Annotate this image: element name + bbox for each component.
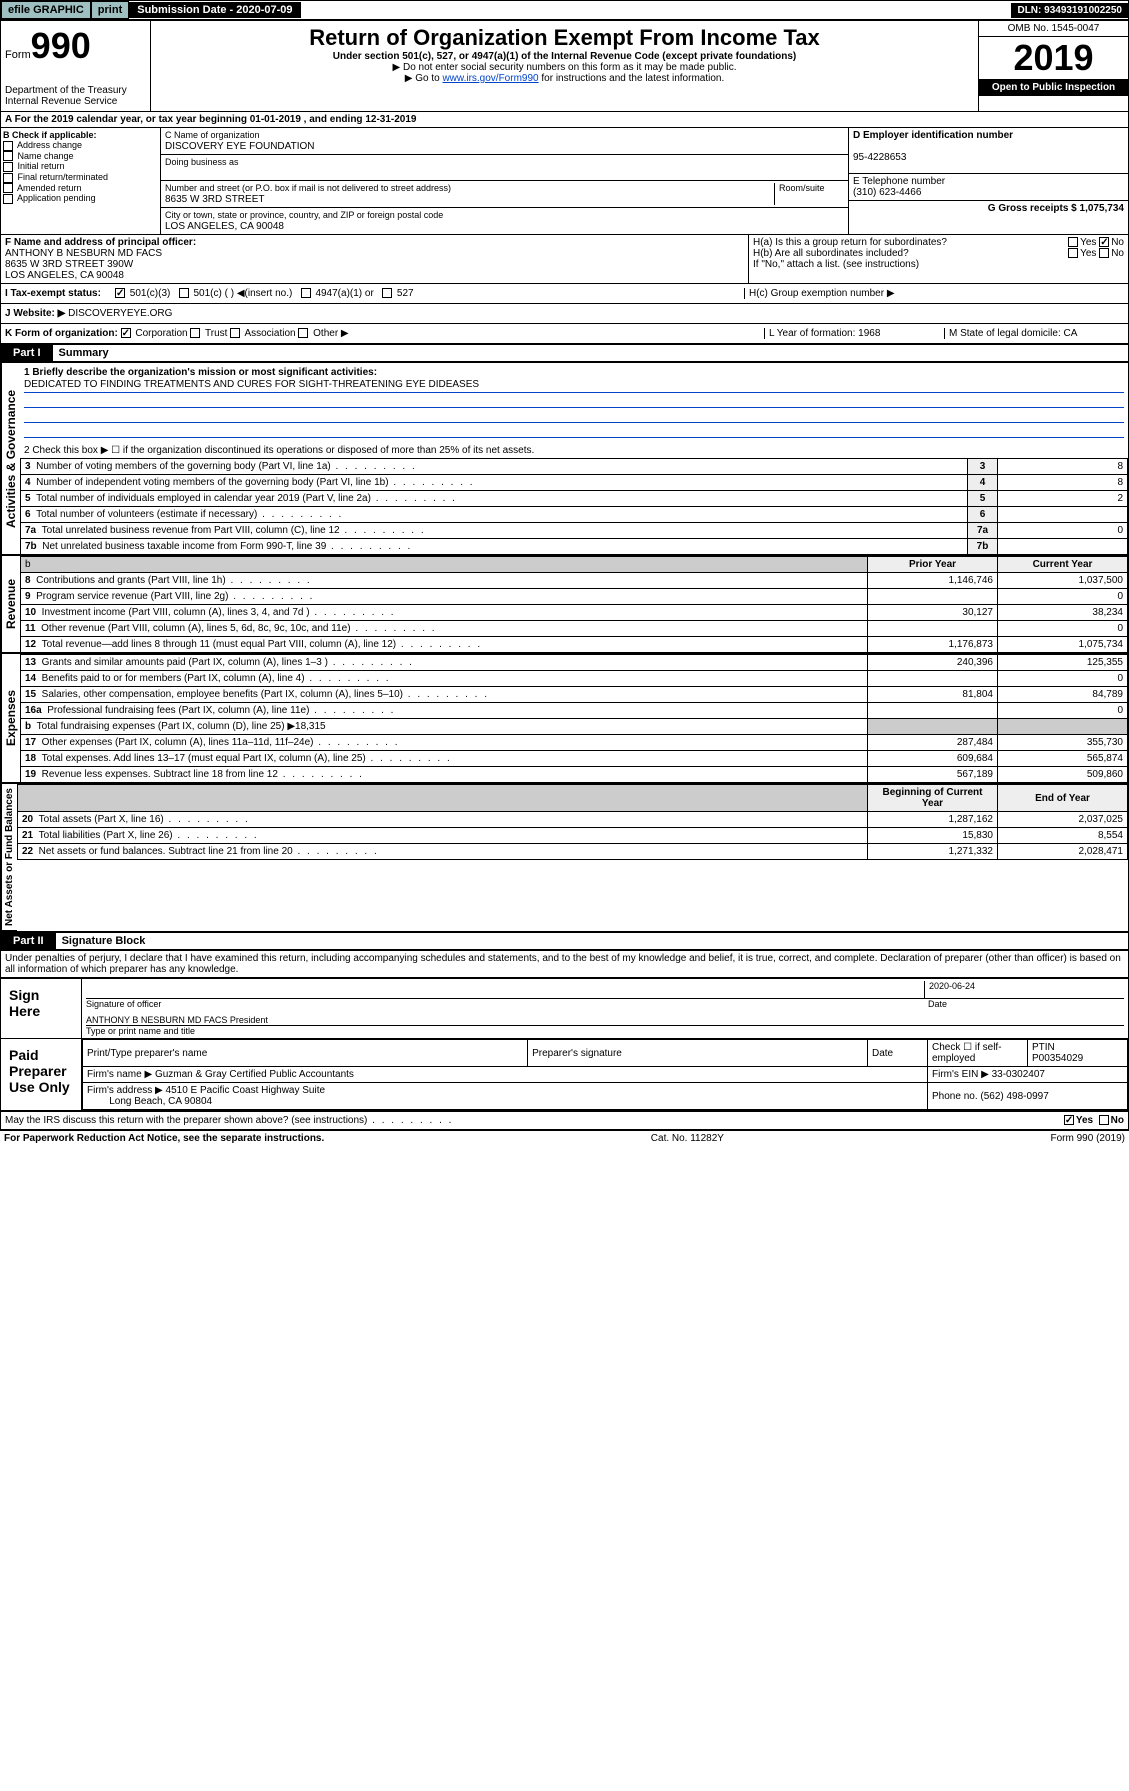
cb-501c[interactable] <box>179 288 189 298</box>
cb-corp[interactable] <box>121 328 131 338</box>
ha-yes[interactable] <box>1068 237 1078 247</box>
cb-initial-return[interactable] <box>3 162 13 172</box>
org-name: DISCOVERY EYE FOUNDATION <box>165 141 314 152</box>
doc-subtitle: Under section 501(c), 527, or 4947(a)(1)… <box>155 51 974 62</box>
gross-receipts: G Gross receipts $ 1,075,734 <box>988 203 1124 214</box>
governance-label: Activities & Governance <box>1 363 20 555</box>
website-value: DISCOVERYEYE.ORG <box>68 308 172 319</box>
discuss-yes[interactable] <box>1064 1115 1074 1125</box>
org-city: LOS ANGELES, CA 90048 <box>165 221 284 232</box>
cb-address-change[interactable] <box>3 141 13 151</box>
row-i: I Tax-exempt status: 501(c)(3) 501(c) ( … <box>0 284 1129 304</box>
cb-amended[interactable] <box>3 183 13 193</box>
b-header: B Check if applicable: <box>3 130 97 140</box>
dept-label: Department of the Treasury Internal Reve… <box>5 85 146 107</box>
hb-no[interactable] <box>1099 248 1109 258</box>
form-number: 990 <box>31 25 91 66</box>
form-label: Form <box>5 49 31 61</box>
submission-date-label: Submission Date - 2020-07-09 <box>129 2 300 18</box>
state-domicile: M State of legal domicile: CA <box>944 328 1124 339</box>
cb-assoc[interactable] <box>230 328 240 338</box>
discuss-no[interactable] <box>1099 1115 1109 1125</box>
discuss-text: May the IRS discuss this return with the… <box>5 1115 367 1126</box>
ptin-value: P00354029 <box>1032 1053 1083 1064</box>
irs-link[interactable]: www.irs.gov/Form990 <box>442 73 538 84</box>
row-fh: F Name and address of principal officer:… <box>0 235 1129 284</box>
officer-addr: 8635 W 3RD STREET 390W LOS ANGELES, CA 9… <box>5 259 133 281</box>
cb-app-pending[interactable] <box>3 194 13 204</box>
ein-value: 95-4228653 <box>853 152 906 163</box>
year-formation: L Year of formation: 1968 <box>764 328 944 339</box>
ha-no[interactable] <box>1099 237 1109 247</box>
omb-label: OMB No. 1545-0047 <box>979 21 1128 37</box>
line2-discontinued: 2 Check this box ▶ ☐ if the organization… <box>20 443 1128 458</box>
firm-ein: Firm's EIN ▶ 33-0302407 <box>928 1067 1128 1083</box>
cb-name-change[interactable] <box>3 151 13 161</box>
officer-name: ANTHONY B NESBURN MD FACS <box>5 248 162 259</box>
officer-signature: ANTHONY B NESBURN MD FACS President <box>86 1009 1124 1026</box>
firm-phone: Phone no. (562) 498-0997 <box>928 1083 1128 1110</box>
print-button[interactable]: print <box>91 1 129 19</box>
expenses-label: Expenses <box>1 654 20 783</box>
cb-other[interactable] <box>298 328 308 338</box>
perjury-text: Under penalties of perjury, I declare th… <box>0 950 1129 978</box>
efile-button[interactable]: efile GRAPHIC <box>1 1 91 19</box>
cb-527[interactable] <box>382 288 392 298</box>
hb-yes[interactable] <box>1068 248 1078 258</box>
cb-4947[interactable] <box>301 288 311 298</box>
part1-header: Part ISummary <box>0 344 1129 362</box>
phone-value: (310) 623-4466 <box>853 187 921 198</box>
tax-year: 2019 <box>979 37 1128 79</box>
dln-label: DLN: 93493191002250 <box>1011 3 1128 18</box>
boxes-bcde: B Check if applicable: Address change Na… <box>0 128 1129 235</box>
topbar: efile GRAPHIC print Submission Date - 20… <box>0 0 1129 20</box>
revenue-label: Revenue <box>1 556 20 653</box>
part2-header: Part IISignature Block <box>0 932 1129 950</box>
section-a: A For the 2019 calendar year, or tax yea… <box>0 112 1129 128</box>
sign-here-label: Sign Here <box>1 979 81 1038</box>
row-klm: K Form of organization: Corporation Trus… <box>0 324 1129 344</box>
row-j: J Website: ▶ DISCOVERYEYE.ORG <box>0 304 1129 324</box>
firm-name: Guzman & Gray Certified Public Accountan… <box>155 1069 354 1080</box>
org-address: 8635 W 3RD STREET <box>165 194 264 205</box>
doc-title: Return of Organization Exempt From Incom… <box>155 25 974 51</box>
open-public-label: Open to Public Inspection <box>979 79 1128 96</box>
hc-label: H(c) Group exemption number ▶ <box>744 288 1124 299</box>
cb-final-return[interactable] <box>3 173 13 183</box>
paid-preparer-label: Paid Preparer Use Only <box>1 1039 81 1110</box>
header: Form990 Department of the Treasury Inter… <box>0 20 1129 112</box>
cb-501c3[interactable] <box>115 288 125 298</box>
firm-address: 4510 E Pacific Coast Highway Suite <box>166 1085 326 1096</box>
mission-text: DEDICATED TO FINDING TREATMENTS AND CURE… <box>24 379 1124 393</box>
netassets-label: Net Assets or Fund Balances <box>1 784 17 931</box>
doc-note2: ▶ Go to www.irs.gov/Form990 for instruct… <box>155 73 974 84</box>
doc-note1: ▶ Do not enter social security numbers o… <box>155 62 974 73</box>
footer: For Paperwork Reduction Act Notice, see … <box>0 1130 1129 1146</box>
cb-trust[interactable] <box>190 328 200 338</box>
